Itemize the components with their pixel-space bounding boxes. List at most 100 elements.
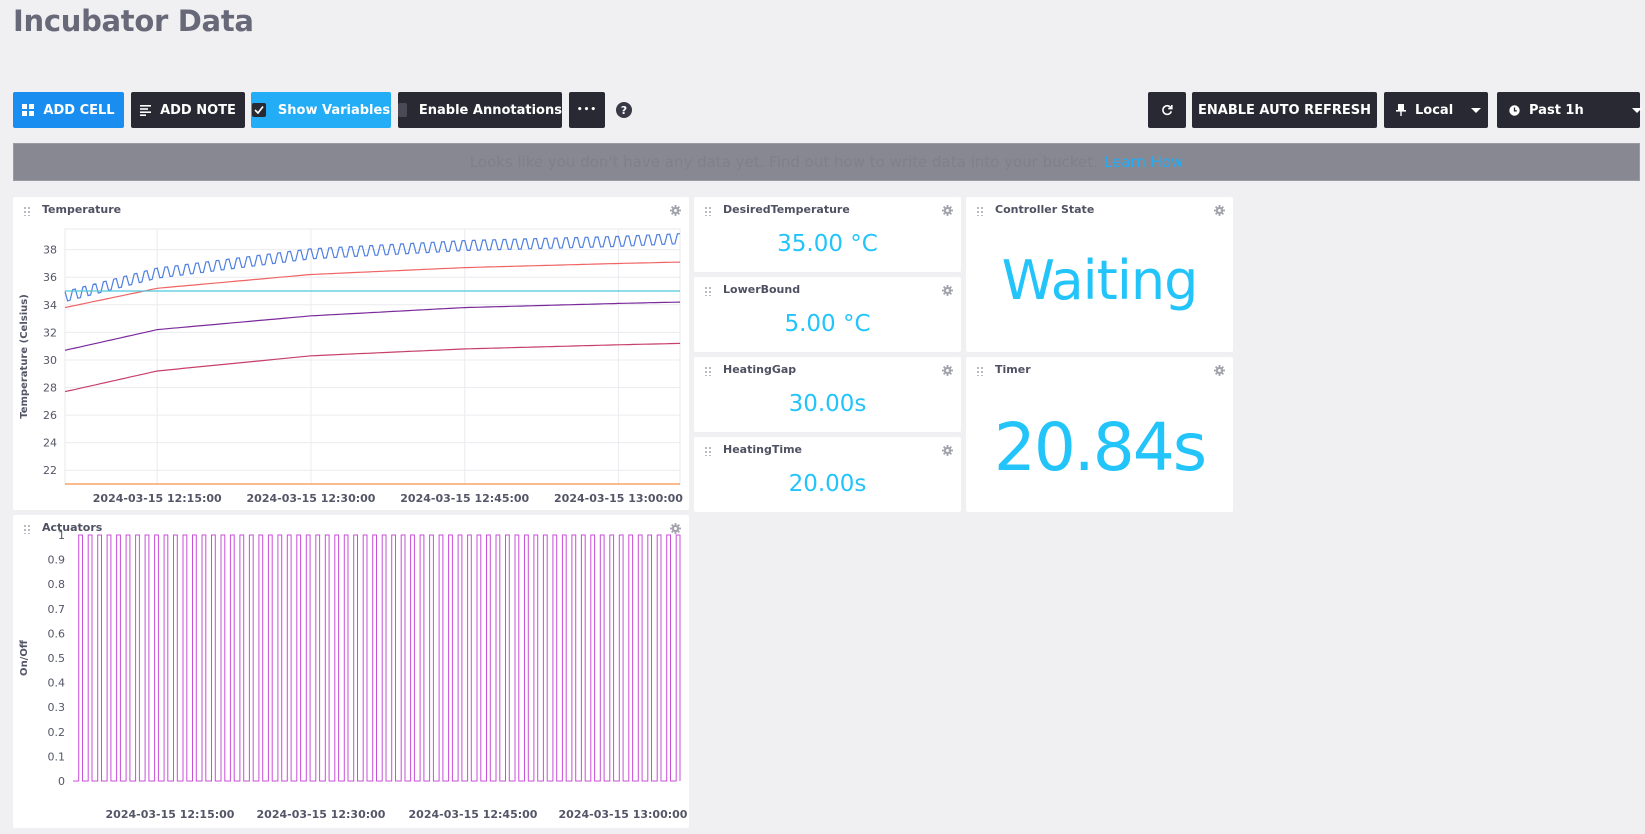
time-range-label: Past 1h: [1529, 102, 1584, 118]
y-axis-label: On/Off: [19, 639, 30, 676]
cell-header[interactable]: LowerBound: [694, 277, 961, 303]
checkbox-unchecked-icon: [398, 103, 407, 117]
gear-icon[interactable]: [1213, 204, 1225, 216]
y-tick-label: 34: [43, 299, 57, 312]
drag-handle-icon[interactable]: [976, 366, 984, 376]
x-tick-label: 2024-03-15 13:00:00: [559, 808, 688, 821]
y-tick-label: 36: [43, 271, 57, 284]
cell-header[interactable]: HeatingGap: [694, 357, 961, 383]
cell-header[interactable]: HeatingTime: [694, 437, 961, 463]
drag-handle-icon[interactable]: [23, 206, 31, 216]
enable-auto-refresh-button[interactable]: ENABLE AUTO REFRESH: [1192, 92, 1377, 128]
cell-header[interactable]: DesiredTemperature: [694, 197, 961, 223]
y-tick-label: 24: [43, 437, 57, 450]
single-stat-value: 20.00s: [788, 471, 867, 497]
clock-icon: [1509, 104, 1520, 116]
single-stat-value: 35.00 °C: [777, 231, 878, 257]
cell-header[interactable]: Controller State: [966, 197, 1233, 223]
gear-icon[interactable]: [941, 204, 953, 216]
add-note-label: ADD NOTE: [160, 102, 236, 118]
actuators-chart[interactable]: 0 0.1 0.2 0.3 0.4 0.5 0.6 0.7 0.8 0.9 1 2024-03-15 …: [13, 515, 689, 828]
enable-annotations-toggle[interactable]: Enable Annotations: [398, 92, 562, 128]
controller-state-cell: Controller State Waiting: [966, 197, 1233, 352]
cell-header[interactable]: Actuators: [13, 515, 689, 541]
refresh-button[interactable]: [1148, 92, 1186, 128]
x-tick-label: 2024-03-15 12:45:00: [400, 492, 529, 505]
y-tick-label: 0.1: [48, 750, 66, 763]
series-line: [73, 534, 681, 782]
gear-icon[interactable]: [941, 444, 953, 456]
timezone-label: Local: [1415, 102, 1454, 118]
y-tick-label: 26: [43, 409, 57, 422]
heating-time-cell: HeatingTime 20.00s: [694, 437, 961, 512]
y-tick-label: 22: [43, 464, 57, 477]
single-stat-value: 5.00 °C: [784, 311, 871, 337]
y-tick-label: 1: [58, 529, 65, 542]
y-tick-label: 0.3: [48, 701, 66, 714]
heating-gap-cell: HeatingGap 30.00s: [694, 357, 961, 432]
drag-handle-icon[interactable]: [704, 366, 712, 376]
pin-icon: [1396, 104, 1406, 116]
drag-handle-icon[interactable]: [704, 206, 712, 216]
y-tick-label: 0.9: [48, 554, 66, 567]
x-tick-label: 2024-03-15 13:00:00: [554, 492, 683, 505]
y-tick-label: 0.7: [48, 603, 66, 616]
drag-handle-icon[interactable]: [704, 286, 712, 296]
chevron-down-icon: [1631, 107, 1642, 113]
cell-title: Temperature: [42, 203, 122, 216]
add-cell-label: ADD CELL: [43, 102, 115, 118]
lower-bound-cell: LowerBound 5.00 °C: [694, 277, 961, 352]
enable-auto-refresh-label: ENABLE AUTO REFRESH: [1198, 102, 1371, 118]
gear-icon[interactable]: [1213, 364, 1225, 376]
gear-icon[interactable]: [669, 204, 681, 216]
drag-handle-icon[interactable]: [704, 446, 712, 456]
more-options-button[interactable]: •••: [569, 92, 605, 128]
y-tick-label: 0.8: [48, 578, 66, 591]
single-stat-value: 20.84s: [993, 409, 1207, 486]
drag-handle-icon[interactable]: [976, 206, 984, 216]
series-line: [64, 342, 681, 393]
cell-title: LowerBound: [723, 283, 801, 296]
drag-handle-icon[interactable]: [23, 524, 31, 534]
gear-icon[interactable]: [941, 364, 953, 376]
y-tick-label: 28: [43, 382, 57, 395]
temperature-chart[interactable]: 22 24 26 28 30 32 34 36 38 2024-03-15 12:15:00 202…: [13, 197, 689, 510]
y-tick-label: 30: [43, 354, 57, 367]
more-options-label: •••: [576, 105, 598, 115]
no-data-banner: Looks like you don't have any data yet. …: [13, 143, 1640, 181]
add-note-button[interactable]: ADD NOTE: [131, 92, 245, 128]
cell-title: Actuators: [42, 521, 103, 534]
y-tick-label: 0.2: [48, 726, 66, 739]
timer-cell: Timer 20.84s: [966, 357, 1233, 512]
x-tick-label: 2024-03-15 12:45:00: [409, 808, 538, 821]
chevron-down-icon: [1471, 107, 1482, 113]
series-line: [64, 261, 681, 309]
single-stat-value: 30.00s: [788, 391, 867, 417]
single-stat-value: Waiting: [1001, 249, 1199, 312]
cell-title: Controller State: [995, 203, 1095, 216]
help-icon[interactable]: ?: [616, 102, 632, 118]
gear-icon[interactable]: [669, 522, 681, 534]
page-title: Incubator Data: [13, 4, 254, 38]
gear-icon[interactable]: [941, 284, 953, 296]
show-variables-toggle[interactable]: Show Variables: [251, 92, 391, 128]
timezone-dropdown[interactable]: Local: [1384, 92, 1488, 128]
note-icon: [140, 104, 152, 116]
add-cell-button[interactable]: ADD CELL: [13, 92, 124, 128]
y-tick-label: 0.5: [48, 652, 66, 665]
y-axis-label: Temperature (Celsius): [19, 294, 30, 419]
cell-header[interactable]: Timer: [966, 357, 1233, 383]
learn-how-link[interactable]: Learn How: [1103, 153, 1184, 171]
cell-title: Timer: [995, 363, 1031, 376]
x-tick-label: 2024-03-15 12:15:00: [106, 808, 235, 821]
cell-header[interactable]: Temperature: [13, 197, 689, 223]
x-tick-label: 2024-03-15 12:15:00: [93, 492, 222, 505]
dashboard-toolbar: ADD CELL ADD NOTE Show Variables Enable …: [13, 92, 1642, 128]
cell-title: HeatingGap: [723, 363, 797, 376]
temperature-cell: Temperature 22 24 26 28 30 32 34 36 38 2024-03-15…: [13, 197, 689, 510]
series-line: [64, 301, 681, 351]
time-range-dropdown[interactable]: Past 1h: [1497, 92, 1642, 128]
y-tick-label: 0.4: [48, 677, 66, 690]
y-tick-label: 32: [43, 326, 57, 339]
actuators-cell: Actuators 0 0.1 0.2 0.3 0.4 0.5 0.6 0.7 0.8 0.9 1 2…: [13, 515, 689, 828]
